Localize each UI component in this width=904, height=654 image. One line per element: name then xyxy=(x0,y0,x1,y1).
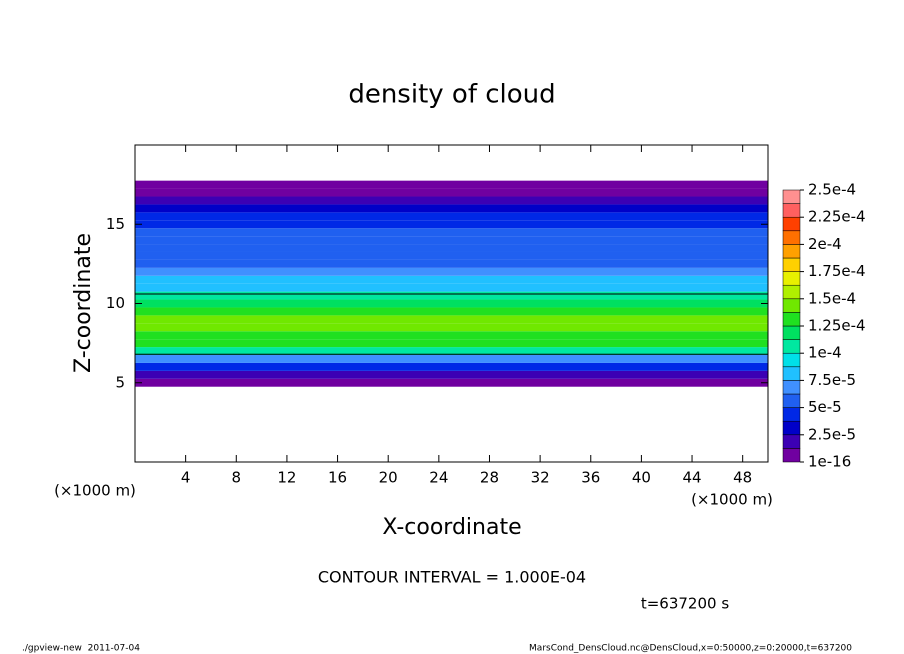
density-band xyxy=(135,212,768,221)
x-axis-label: X-coordinate xyxy=(382,515,521,540)
chart-title: density of cloud xyxy=(348,80,555,110)
colorbar-swatch xyxy=(782,189,801,204)
colorbar-swatch xyxy=(782,203,801,218)
density-band xyxy=(135,204,768,213)
y-tick-label: 15 xyxy=(106,215,125,233)
x-unit: (×1000 m) xyxy=(691,491,773,509)
density-band xyxy=(135,220,768,229)
x-tick-label: 4 xyxy=(181,469,191,487)
density-band xyxy=(135,307,768,316)
colorbar-label: 1.25e-4 xyxy=(808,317,866,335)
colorbar-swatch xyxy=(782,230,801,245)
colorbar-swatch xyxy=(782,339,801,354)
density-band xyxy=(135,180,768,189)
colorbar-swatch xyxy=(782,420,801,436)
colorbar-label: 2e-4 xyxy=(808,235,842,253)
density-band xyxy=(135,275,768,284)
colorbar-label: 1.5e-4 xyxy=(808,289,856,307)
x-tick-label: 24 xyxy=(429,469,448,487)
density-band xyxy=(135,188,768,197)
density-band xyxy=(135,244,768,252)
colorbar-swatch xyxy=(782,325,801,340)
x-tick-label: 12 xyxy=(277,469,296,487)
colorbar-label: 2.25e-4 xyxy=(808,208,866,226)
y-tick-label: 10 xyxy=(106,294,125,312)
density-band xyxy=(135,291,768,300)
colorbar-label: 1e-16 xyxy=(808,453,851,471)
density-band xyxy=(135,355,768,363)
x-tick-label: 40 xyxy=(632,469,651,487)
density-band xyxy=(135,315,768,324)
colorbar-swatch xyxy=(782,257,801,272)
colorbar-label: 2.5e-5 xyxy=(808,425,856,443)
density-band xyxy=(135,299,768,308)
colorbar-label: 1e-4 xyxy=(808,344,842,362)
density-band xyxy=(135,370,768,379)
density-band xyxy=(135,228,768,237)
x-tick-label: 44 xyxy=(682,469,701,487)
x-tick-label: 48 xyxy=(733,469,752,487)
contour-note: CONTOUR INTERVAL = 1.000E-04 xyxy=(318,568,586,587)
colorbar-swatch xyxy=(782,244,801,259)
colorbar-label: 1.75e-4 xyxy=(808,262,866,280)
colorbar-swatch xyxy=(782,366,801,381)
x-tick-label: 16 xyxy=(328,469,347,487)
density-band xyxy=(135,283,768,292)
colorbar-swatch xyxy=(782,312,801,327)
density-band xyxy=(135,339,768,348)
density-band xyxy=(135,259,768,268)
colorbar-label: 2.5e-4 xyxy=(808,181,856,199)
colorbar-label: 5e-5 xyxy=(808,398,842,416)
colorbar-swatch xyxy=(782,407,801,422)
x-tick-label: 32 xyxy=(531,469,550,487)
colorbar-swatch xyxy=(782,216,801,232)
y-unit: (×1000 m) xyxy=(54,482,136,500)
colorbar-swatch xyxy=(782,298,801,313)
density-band xyxy=(135,267,768,276)
footer-right: MarsCond_DensCloud.nc@DensCloud,x=0:5000… xyxy=(529,644,852,654)
colorbar-swatch xyxy=(782,393,801,408)
colorbar-swatch xyxy=(782,434,801,449)
colorbar-swatch xyxy=(782,284,801,300)
time-label: t=637200 s xyxy=(641,595,729,613)
density-band xyxy=(135,236,768,245)
colorbar-swatch xyxy=(782,352,801,368)
density-band xyxy=(135,378,768,387)
x-tick-label: 8 xyxy=(232,469,242,487)
density-band xyxy=(135,251,768,260)
density-band xyxy=(135,362,768,371)
colorbar-swatch xyxy=(782,448,801,463)
density-band xyxy=(135,347,768,356)
footer-left: ./gpview-new 2011-07-04 xyxy=(22,644,140,654)
colorbar-swatch xyxy=(782,380,801,395)
x-tick-label: 36 xyxy=(581,469,600,487)
colorbar-label: 7.5e-5 xyxy=(808,371,856,389)
y-tick-label: 5 xyxy=(115,373,125,391)
y-axis-label: Z-coordinate xyxy=(71,233,96,373)
density-band xyxy=(135,331,768,340)
density-band xyxy=(135,323,768,332)
x-tick-label: 28 xyxy=(480,469,499,487)
density-band xyxy=(135,196,768,205)
colorbar-swatch xyxy=(782,271,801,286)
x-tick-label: 20 xyxy=(379,469,398,487)
